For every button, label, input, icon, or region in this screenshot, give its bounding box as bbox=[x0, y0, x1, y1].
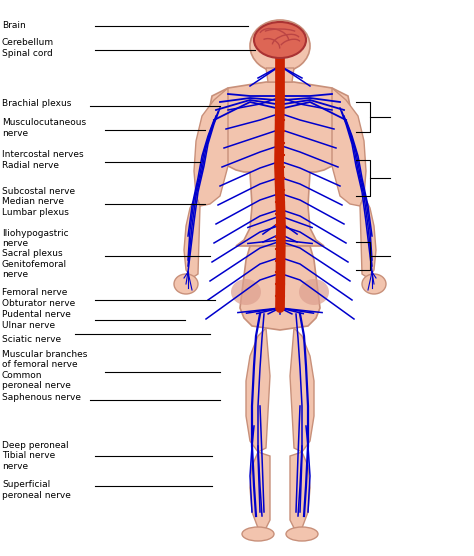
Polygon shape bbox=[332, 88, 366, 206]
Text: Cerebellum
Spinal cord: Cerebellum Spinal cord bbox=[2, 38, 54, 58]
Text: Saphenous nerve: Saphenous nerve bbox=[2, 394, 81, 403]
Ellipse shape bbox=[299, 279, 329, 305]
Polygon shape bbox=[290, 328, 314, 452]
Text: Deep peroneal
Tibial nerve
nerve: Deep peroneal Tibial nerve nerve bbox=[2, 441, 69, 471]
Text: Brain: Brain bbox=[2, 22, 26, 31]
Text: Brachial plexus: Brachial plexus bbox=[2, 100, 72, 108]
Text: Sciatic nerve: Sciatic nerve bbox=[2, 335, 61, 345]
Text: Musculocutaneous
nerve: Musculocutaneous nerve bbox=[2, 118, 86, 138]
Ellipse shape bbox=[231, 279, 261, 305]
Polygon shape bbox=[246, 328, 270, 452]
Polygon shape bbox=[240, 246, 320, 330]
Ellipse shape bbox=[174, 274, 198, 294]
Ellipse shape bbox=[286, 527, 318, 541]
Text: Intercostal nerves
Radial nerve: Intercostal nerves Radial nerve bbox=[2, 150, 83, 170]
Ellipse shape bbox=[242, 527, 274, 541]
Polygon shape bbox=[184, 196, 200, 278]
Ellipse shape bbox=[250, 20, 310, 72]
Text: Pudental nerve
Ulnar nerve: Pudental nerve Ulnar nerve bbox=[2, 310, 71, 330]
Text: Iliohypogastric
nerve
Sacral plexus
Genitofemoral
nerve: Iliohypogastric nerve Sacral plexus Geni… bbox=[2, 229, 69, 279]
Polygon shape bbox=[250, 452, 270, 528]
Text: Subcostal nerve
Median nerve
Lumbar plexus: Subcostal nerve Median nerve Lumbar plex… bbox=[2, 187, 75, 217]
Ellipse shape bbox=[254, 22, 306, 58]
Polygon shape bbox=[208, 82, 352, 246]
Text: Muscular branches
of femoral nerve
Common
peroneal nerve: Muscular branches of femoral nerve Commo… bbox=[2, 350, 87, 390]
Polygon shape bbox=[266, 68, 294, 82]
Ellipse shape bbox=[362, 274, 386, 294]
Text: Superficial
peroneal nerve: Superficial peroneal nerve bbox=[2, 480, 71, 500]
Polygon shape bbox=[194, 88, 228, 206]
Polygon shape bbox=[290, 452, 310, 528]
Polygon shape bbox=[360, 196, 376, 278]
Text: Femoral nerve
Obturator nerve: Femoral nerve Obturator nerve bbox=[2, 289, 75, 307]
